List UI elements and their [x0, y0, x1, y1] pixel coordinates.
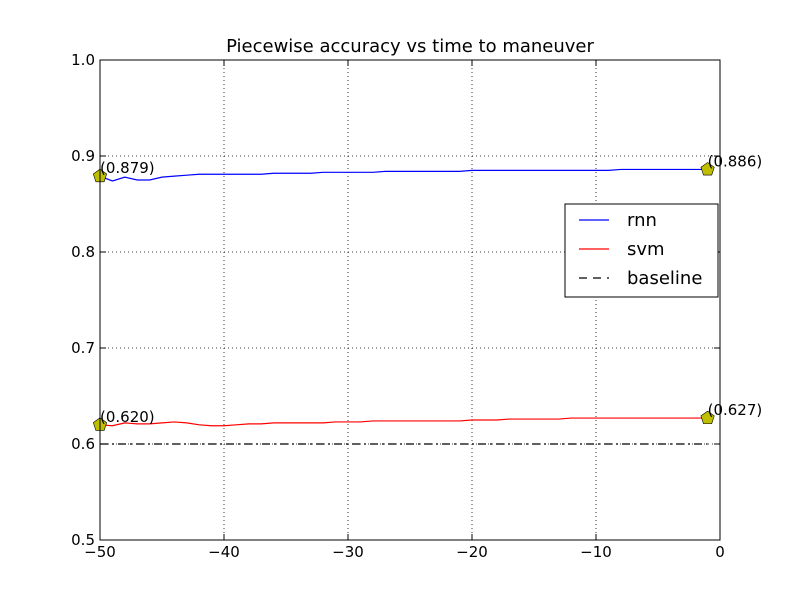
- legend-label: baseline: [627, 268, 702, 289]
- x-tick-label: −10: [580, 543, 612, 561]
- series-layer: [99, 168, 708, 445]
- marker-annotation: (0.879): [100, 159, 155, 177]
- y-tick-label: 1.0: [71, 51, 95, 69]
- y-tick-label: 0.9: [71, 147, 95, 165]
- data-marker: [700, 162, 715, 176]
- y-tick-label: 0.5: [71, 531, 95, 549]
- tick-layer: −50 −40 −30 −20 −10 0 0.5 0.6 0.7 0.8 0.9 1.0: [71, 51, 725, 561]
- data-marker: [700, 410, 715, 425]
- x-tick-label: −40: [208, 543, 240, 561]
- x-tick-label: −30: [332, 543, 364, 561]
- y-tick-label: 0.7: [71, 339, 95, 357]
- y-tick-label: 0.6: [71, 435, 95, 453]
- chart-title: Piecewise accuracy vs time to maneuver: [226, 36, 594, 57]
- y-tick-label: 0.8: [71, 243, 95, 261]
- plot-frame: [99, 59, 721, 541]
- legend: rnn svm baseline: [564, 203, 719, 298]
- legend-label: rnn: [627, 210, 657, 231]
- marker-annotation: (0.620): [100, 408, 155, 426]
- series-line-svm: [99, 417, 708, 427]
- x-tick-label: 0: [715, 543, 725, 561]
- x-tick-label: −50: [84, 543, 116, 561]
- series-line-rnn: [99, 168, 708, 182]
- marker-annotation: (0.627): [708, 401, 763, 419]
- grid-layer: [99, 59, 721, 541]
- x-tick-label: −20: [456, 543, 488, 561]
- marker-annotation: (0.886): [708, 152, 763, 170]
- legend-label: svm: [627, 239, 665, 260]
